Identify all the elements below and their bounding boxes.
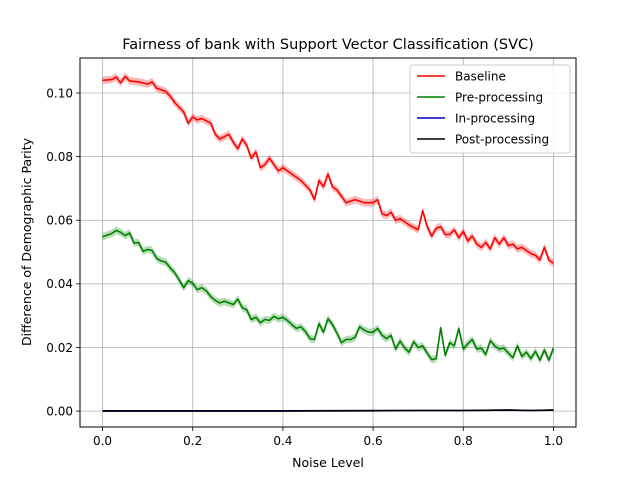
y-axis-label: Difference of Demographic Parity xyxy=(19,137,34,346)
baseline-band xyxy=(102,72,554,267)
x-tick-label: 0.6 xyxy=(364,434,383,448)
pre-processing-line xyxy=(102,229,555,362)
y-axis: 0.00 0.02 0.04 0.06 0.08 0.10 xyxy=(46,86,80,418)
legend-label: In-processing xyxy=(455,112,535,126)
post-processing-line xyxy=(102,409,554,412)
y-tick-label: 0.00 xyxy=(46,404,73,418)
legend: Baseline Pre-processing In-processing Post-… xyxy=(409,64,571,154)
y-tick-label: 0.04 xyxy=(46,277,73,291)
legend-box xyxy=(409,64,571,154)
y-tick-label: 0.08 xyxy=(46,150,73,164)
legend-label: Post-processing xyxy=(455,133,549,147)
x-tick-label: 0.8 xyxy=(454,434,473,448)
y-tick-label: 0.02 xyxy=(46,341,73,355)
x-tick-label: 0.2 xyxy=(183,434,202,448)
x-axis: 0.0 0.2 0.4 0.6 0.8 1.0 xyxy=(93,427,563,448)
x-axis-label: Noise Level xyxy=(292,455,364,470)
legend-label: Pre-processing xyxy=(455,91,543,105)
grid xyxy=(80,58,576,427)
baseline-line xyxy=(102,75,554,264)
x-tick-label: 0.0 xyxy=(93,434,112,448)
legend-label: Baseline xyxy=(455,70,506,84)
chart-title: Fairness of bank with Support Vector Cla… xyxy=(122,37,534,53)
y-tick-label: 0.10 xyxy=(46,86,73,100)
x-tick-label: 1.0 xyxy=(544,434,563,448)
x-tick-label: 0.4 xyxy=(273,434,292,448)
series-lines xyxy=(102,75,555,412)
plot-area-frame xyxy=(79,57,577,428)
y-tick-label: 0.06 xyxy=(46,214,73,228)
